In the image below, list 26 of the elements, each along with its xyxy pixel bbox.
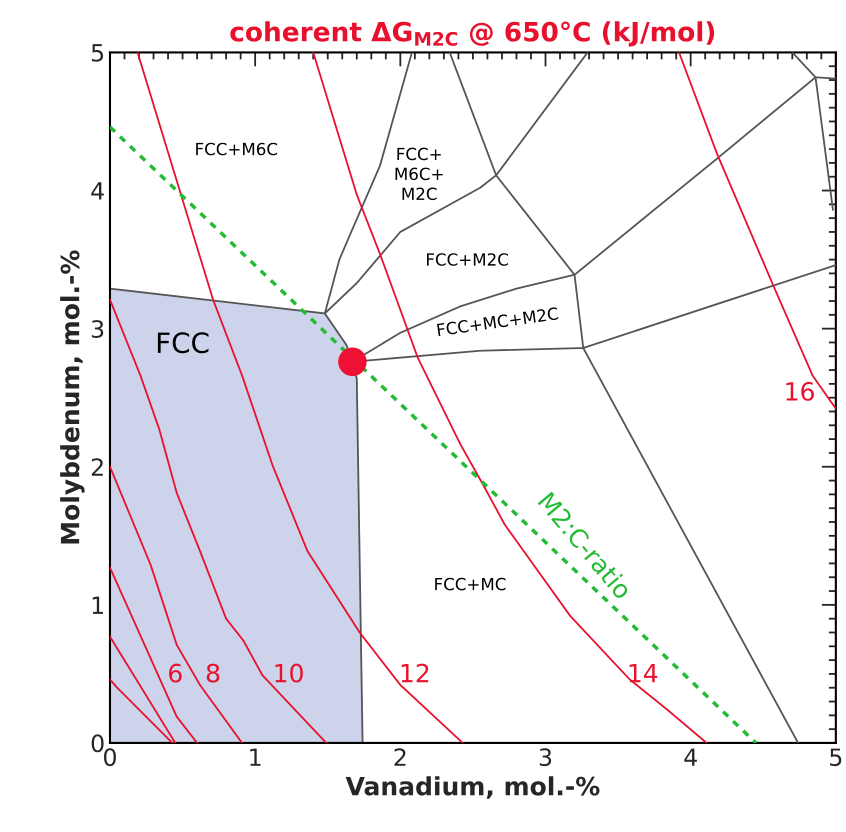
x-tick-label: 4 [684, 748, 697, 766]
series-label: 8 [206, 664, 220, 683]
y-axis-title: Molybdenum, mol.-% [60, 250, 85, 544]
annotation: FCC [158, 332, 208, 354]
chart-title: coherent ΔG$_{M2C}$ @ 650°C (kJ/mol) [230, 21, 714, 47]
x-axis-title: Vanadium, mol.-% [346, 776, 600, 799]
y-tick-label: 5 [92, 44, 104, 62]
x-tick-label: 0 [104, 748, 116, 766]
x-tick-label: 2 [394, 748, 406, 766]
y-tick-label: 3 [92, 320, 104, 338]
y-tick-label: 1 [92, 596, 103, 614]
y-tick-label: 0 [92, 734, 104, 752]
y-tick-label: 2 [92, 458, 103, 476]
annotation: FCC+MC [435, 578, 506, 590]
annotation: FCC+M2C [427, 253, 508, 266]
annotation: FCC+ M6C+ M2C [396, 148, 443, 200]
series-label: 16 [786, 382, 814, 401]
series-label: 12 [402, 664, 428, 682]
x-tick-label: 3 [540, 748, 552, 766]
series-label: 14 [630, 664, 658, 682]
annotation: FCC+M6C [196, 142, 278, 156]
series-label: 10 [275, 664, 303, 683]
series-label: 6 [169, 664, 182, 683]
y-tick-label: 4 [91, 182, 104, 200]
x-tick-label: 5 [830, 748, 842, 766]
x-tick-label: 1 [250, 748, 260, 766]
